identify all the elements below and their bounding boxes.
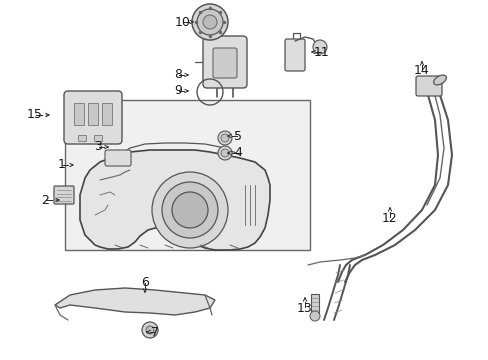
Polygon shape — [55, 288, 215, 315]
Circle shape — [146, 326, 154, 334]
FancyBboxPatch shape — [54, 186, 74, 204]
Text: 4: 4 — [234, 147, 242, 159]
Text: 1: 1 — [58, 158, 66, 171]
Circle shape — [152, 172, 227, 248]
Bar — [78, 135, 86, 141]
Bar — [65, 100, 309, 250]
Circle shape — [221, 149, 228, 157]
Polygon shape — [80, 150, 269, 250]
Text: 15: 15 — [27, 108, 43, 122]
FancyBboxPatch shape — [285, 39, 305, 71]
Text: 7: 7 — [151, 325, 159, 338]
FancyBboxPatch shape — [213, 48, 237, 78]
Bar — [310, 294, 318, 314]
FancyBboxPatch shape — [64, 91, 122, 144]
Text: 14: 14 — [413, 63, 429, 77]
Text: 5: 5 — [234, 130, 242, 143]
Text: 2: 2 — [41, 194, 49, 207]
Circle shape — [218, 146, 231, 160]
Circle shape — [197, 9, 223, 35]
Circle shape — [162, 182, 218, 238]
Ellipse shape — [433, 75, 446, 85]
Circle shape — [218, 131, 231, 145]
FancyBboxPatch shape — [105, 150, 131, 166]
Circle shape — [309, 311, 319, 321]
Text: 10: 10 — [175, 15, 190, 28]
Text: 13: 13 — [297, 302, 312, 315]
Bar — [102, 103, 112, 125]
Circle shape — [142, 322, 158, 338]
Text: 3: 3 — [94, 140, 102, 153]
FancyBboxPatch shape — [203, 36, 246, 88]
Circle shape — [192, 4, 227, 40]
Circle shape — [203, 15, 217, 29]
Circle shape — [221, 134, 228, 142]
Text: 9: 9 — [174, 85, 182, 98]
Bar — [94, 135, 102, 141]
Bar — [88, 103, 98, 125]
Text: 8: 8 — [174, 68, 182, 81]
Text: 6: 6 — [141, 275, 149, 288]
Bar — [74, 103, 84, 125]
Text: 12: 12 — [381, 211, 397, 225]
FancyBboxPatch shape — [415, 76, 441, 96]
Circle shape — [172, 192, 207, 228]
Circle shape — [312, 40, 326, 54]
Text: 11: 11 — [313, 45, 329, 58]
